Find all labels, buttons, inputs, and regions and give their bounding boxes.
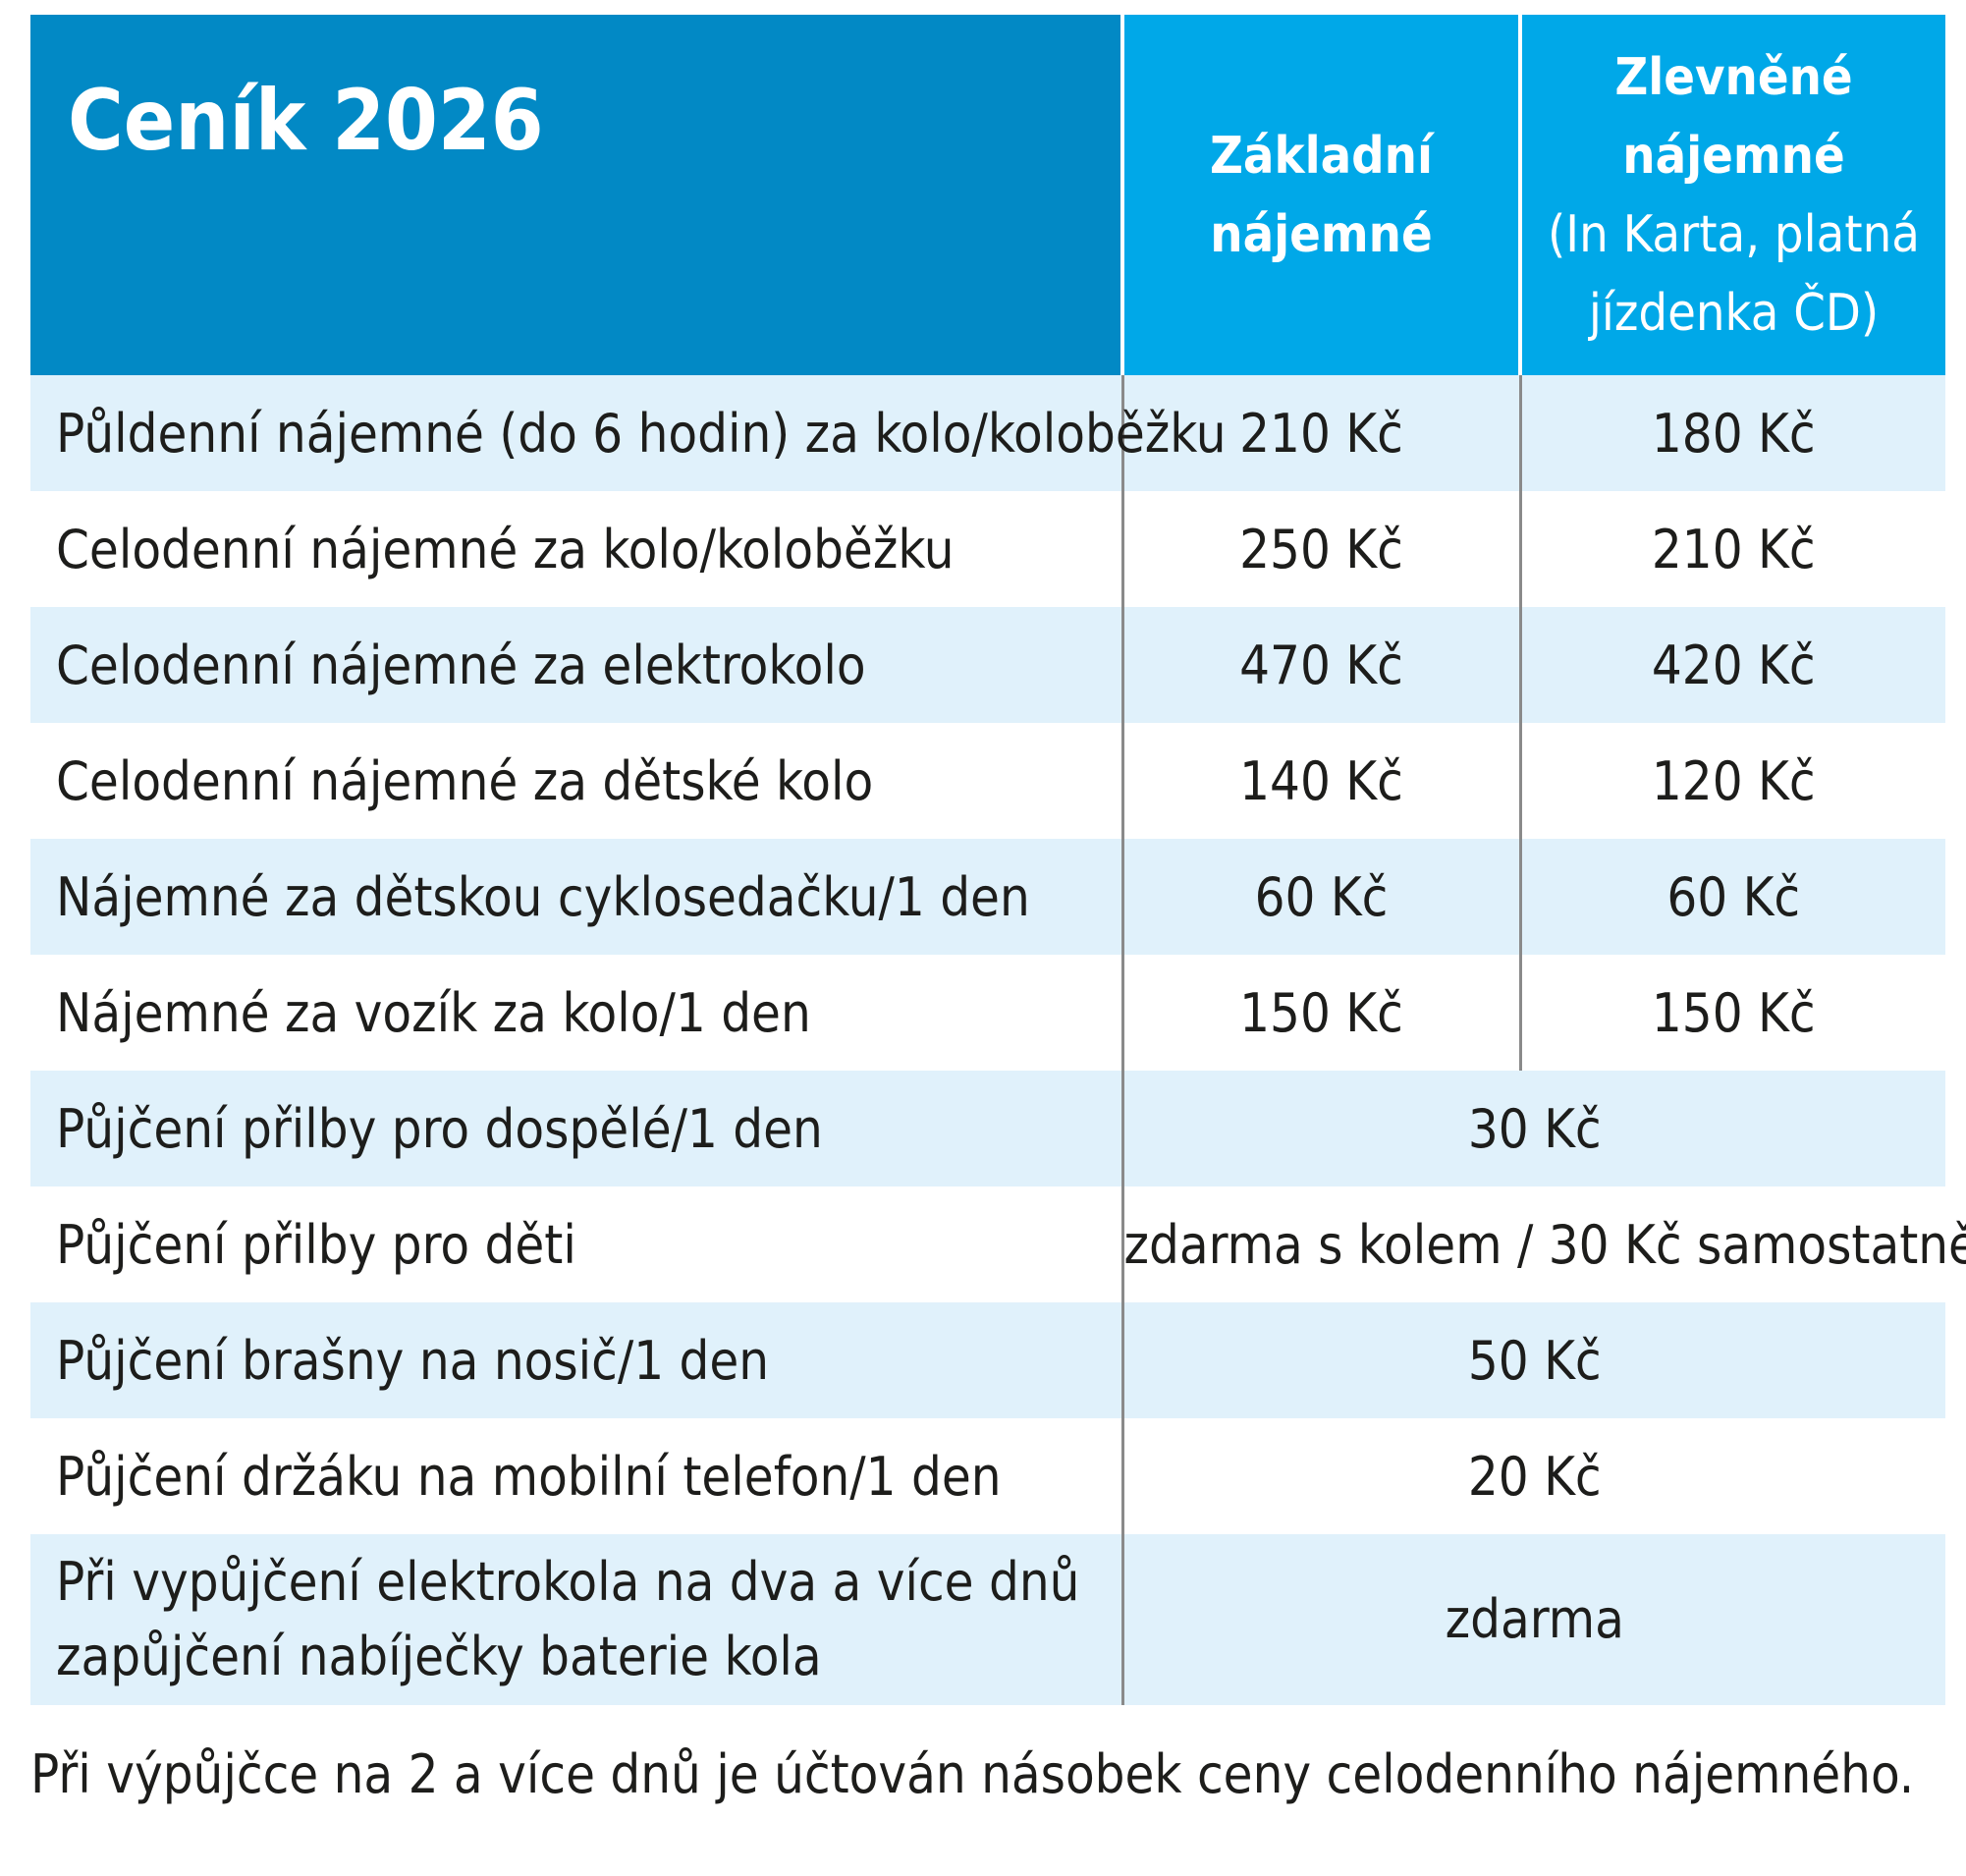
discount-price: 150 Kč (1520, 955, 1945, 1071)
row-label: Celodenní nájemné za dětské kolo (30, 723, 1124, 839)
page-title: Ceník 2026 (68, 72, 544, 170)
table-row: Nájemné za vozík za kolo/1 den 150 Kč 15… (30, 955, 1945, 1071)
row-label: Při vypůjčení elektrokola na dva a více … (30, 1534, 1124, 1705)
column-header-discount-line4: jízdenka ČD) (1588, 283, 1880, 343)
title-cell: Ceník 2026 (30, 15, 1124, 375)
shared-price: zdarma s kolem / 30 Kč samostatně (1122, 1186, 1966, 1302)
table-row: Půjčení přilby pro děti zdarma s kolem /… (30, 1186, 1966, 1302)
row-label: Půldenní nájemné (do 6 hodin) za kolo/ko… (30, 375, 1227, 491)
table-row: Půjčení brašny na nosič/1 den 50 Kč (30, 1302, 1945, 1418)
row-label: Celodenní nájemné za kolo/koloběžku (30, 491, 1124, 607)
row-label: Půjčení přilby pro dospělé/1 den (30, 1071, 1124, 1186)
row-label: Celodenní nájemné za elektrokolo (30, 607, 1124, 723)
table-row: Půjčení přilby pro dospělé/1 den 30 Kč (30, 1071, 1945, 1186)
column-header-discount-line3: (In Karta, platná (1548, 204, 1920, 264)
basic-price: 60 Kč (1122, 839, 1522, 955)
table-row: Nájemné za dětskou cyklosedačku/1 den 60… (30, 839, 1945, 955)
column-header-discount-line1: Zlevněné (1614, 47, 1853, 107)
row-label: Půjčení brašny na nosič/1 den (30, 1302, 1124, 1418)
column-header-basic: Základní nájemné (1122, 15, 1522, 375)
table-row: Půjčení držáku na mobilní telefon/1 den … (30, 1418, 1945, 1534)
shared-price: 50 Kč (1122, 1302, 1945, 1418)
shared-price: 30 Kč (1122, 1071, 1945, 1186)
column-header-discount: Zlevněné nájemné (In Karta, platná jízde… (1520, 15, 1945, 375)
table-row: Při vypůjčení elektrokola na dva a více … (30, 1534, 1945, 1705)
table-row: Celodenní nájemné za kolo/koloběžku 250 … (30, 491, 1945, 607)
table-row: Celodenní nájemné za dětské kolo 140 Kč … (30, 723, 1945, 839)
row-label-line2: zapůjčení nabíječky baterie kola (56, 1626, 822, 1687)
row-label-line1: Při vypůjčení elektrokola na dva a více … (56, 1551, 1080, 1613)
row-label: Půjčení přilby pro děti (30, 1186, 1124, 1302)
basic-price: 210 Kč (1122, 375, 1522, 491)
discount-price: 120 Kč (1520, 723, 1945, 839)
footnote: Při výpůjčce na 2 a více dnů je účtován … (30, 1743, 1915, 1805)
column-header-basic-line2: nájemné (1210, 204, 1433, 264)
basic-price: 140 Kč (1122, 723, 1522, 839)
column-header-discount-line2: nájemné (1622, 126, 1845, 186)
discount-price: 180 Kč (1520, 375, 1945, 491)
discount-price: 60 Kč (1520, 839, 1945, 955)
shared-price: 20 Kč (1122, 1418, 1945, 1534)
discount-price: 210 Kč (1520, 491, 1945, 607)
basic-price: 470 Kč (1122, 607, 1522, 723)
table-row: Půldenní nájemné (do 6 hodin) za kolo/ko… (30, 375, 1945, 491)
row-label: Půjčení držáku na mobilní telefon/1 den (30, 1418, 1124, 1534)
header-row: Ceník 2026 Základní nájemné Zlevněné náj… (30, 15, 1945, 375)
price-table: Ceník 2026 Základní nájemné Zlevněné náj… (30, 15, 1966, 1705)
discount-price: 420 Kč (1520, 607, 1945, 723)
column-header-basic-line1: Základní (1210, 126, 1433, 186)
row-label: Nájemné za vozík za kolo/1 den (30, 955, 1124, 1071)
basic-price: 150 Kč (1122, 955, 1522, 1071)
table-row: Celodenní nájemné za elektrokolo 470 Kč … (30, 607, 1945, 723)
basic-price: 250 Kč (1122, 491, 1522, 607)
row-label: Nájemné za dětskou cyklosedačku/1 den (30, 839, 1124, 955)
shared-price: zdarma (1122, 1534, 1945, 1705)
